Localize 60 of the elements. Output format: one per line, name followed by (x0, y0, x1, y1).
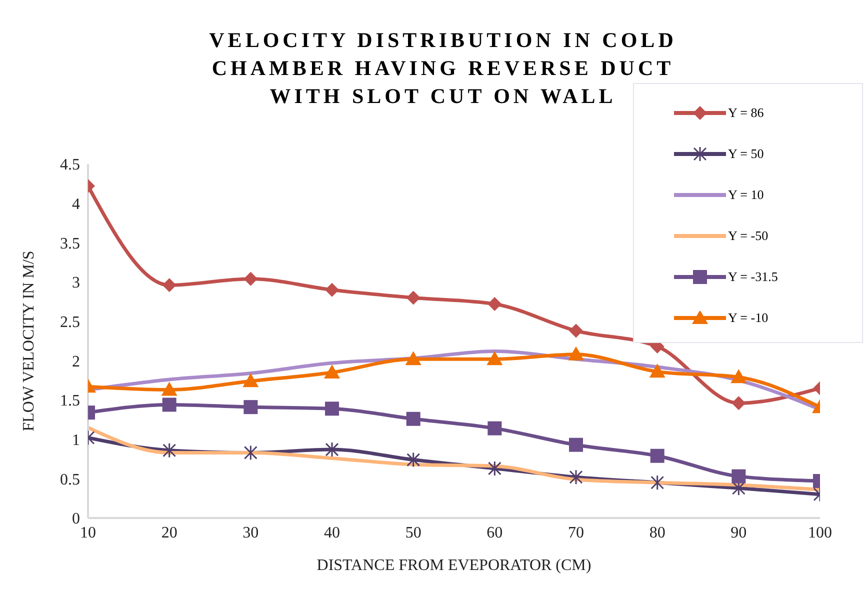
point (406, 412, 420, 426)
point (162, 398, 176, 412)
point (325, 402, 339, 416)
x-tick-label: 60 (486, 524, 503, 542)
point (325, 282, 339, 297)
x-tick-label: 80 (649, 524, 666, 542)
point (732, 396, 746, 410)
y-axis-title: FLOW VELOCITY IN M/S (20, 250, 38, 432)
x-tick-label: 40 (324, 524, 340, 542)
y-tick-label: 1 (72, 432, 80, 450)
point (244, 400, 258, 414)
y-tick-label: 2 (72, 353, 80, 370)
legend-label: Y = 10 (728, 186, 764, 202)
point (732, 469, 746, 484)
y-tick-label: 4.5 (60, 156, 80, 174)
point (650, 448, 664, 463)
point (488, 460, 502, 476)
x-tick-label: 100 (808, 524, 832, 542)
y-tick-label: 2.5 (60, 314, 80, 332)
x-tick-label: 30 (242, 524, 259, 542)
legend-label: Y = 86 (728, 104, 764, 120)
point (406, 290, 420, 305)
point (162, 278, 176, 292)
legend-label: Y = -31.5 (728, 268, 778, 284)
y-tick-label: 3 (72, 274, 80, 292)
x-axis-title: DISTANCE FROM EVEPORATOR (CM) (316, 557, 592, 574)
point (569, 469, 583, 485)
x-tick-label: 70 (568, 524, 584, 542)
point (650, 474, 664, 490)
x-tick-label: 50 (405, 524, 422, 542)
point (488, 297, 502, 312)
y-tick-label: 4 (72, 196, 80, 214)
y-tick-label: 3.5 (60, 235, 80, 252)
point (242, 373, 259, 388)
y-tick-label: 1.5 (60, 392, 80, 410)
point (161, 382, 178, 396)
point (325, 442, 339, 458)
point (569, 324, 583, 338)
x-tick-label: 90 (730, 524, 747, 542)
legend-label: Y = 50 (728, 146, 764, 162)
y-tick-label: 0 (72, 510, 80, 528)
point (324, 364, 340, 378)
legend-label: Y = -10 (728, 310, 768, 326)
chart-title: VELOCITY DISTRIBUTION IN COLD CHAMBER HAVING REVERSE DUCT WITH SLOT CUT ON WALL (208, 27, 678, 110)
point (568, 346, 584, 360)
point (162, 442, 176, 458)
point (488, 421, 502, 436)
x-tick-label: 10 (80, 524, 96, 542)
point (244, 444, 258, 460)
y-tick-label: 0.5 (60, 471, 80, 488)
legend-label: Y = -50 (728, 228, 768, 244)
line-series (88, 426, 820, 492)
point (649, 364, 666, 378)
x-tick-label: 20 (161, 524, 178, 542)
point (569, 438, 583, 452)
point (486, 351, 503, 366)
point (406, 452, 420, 468)
point (730, 369, 747, 384)
point (405, 351, 422, 366)
point (244, 272, 258, 286)
